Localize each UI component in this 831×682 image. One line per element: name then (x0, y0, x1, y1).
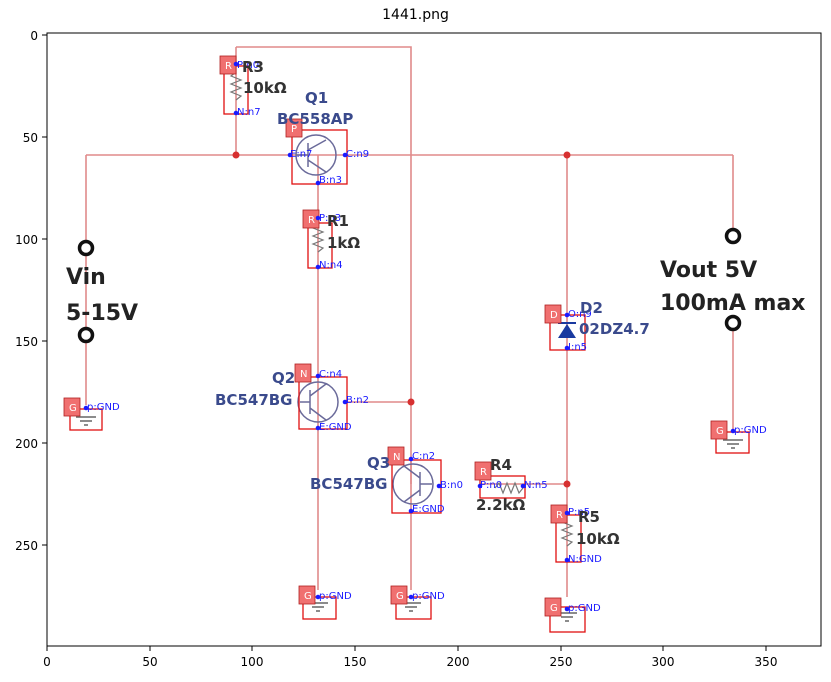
pin-label: p:GND (412, 591, 445, 602)
d2-name: D2 (580, 299, 603, 317)
plot-frame (46, 32, 822, 647)
vin-label: Vin (66, 265, 106, 290)
q2-part: BC547BG (215, 391, 293, 409)
plot-title: 1441.png (382, 7, 449, 23)
d2-part: 02DZ4.7 (579, 320, 650, 338)
pin-label: B:n2 (346, 395, 369, 406)
pin-label: E:GND (319, 422, 352, 433)
x-tick-label: 100 (241, 655, 264, 669)
r1-value: 1kΩ (327, 234, 360, 252)
pin-label: P:n3 (319, 213, 341, 224)
tag-letter: P (291, 124, 297, 135)
component-labels: R3 10kΩ Q1 BC558AP R1 1kΩ Q2 BC547BG Q3 … (66, 58, 806, 548)
vout-label: Vout 5V (660, 258, 757, 283)
q1-name: Q1 (305, 89, 328, 107)
pin-dots (83, 61, 736, 612)
y-axis: 0 50 100 150 200 250 (15, 29, 47, 553)
tag-letter: R (480, 467, 487, 478)
tag-letter: G (304, 591, 312, 602)
tag-letters: R P R N N R D R G G G G G (69, 61, 724, 614)
tag-letter: R (308, 215, 315, 226)
resistors (229, 71, 574, 547)
pin-label: C:n9 (346, 149, 369, 160)
x-tick-label: 250 (550, 655, 573, 669)
y-tick-label: 0 (30, 29, 38, 43)
tag-letter: R (556, 510, 563, 521)
x-tick-label: 200 (447, 655, 470, 669)
r3-value: 10kΩ (243, 79, 287, 97)
tag-letter: N (393, 452, 400, 463)
y-tick-label: 150 (15, 335, 38, 349)
pin-label: B:n0 (440, 480, 463, 491)
pin-label: C:n2 (412, 451, 435, 462)
pin-label: N:n4 (319, 260, 343, 271)
transistors (295, 134, 434, 505)
x-tick-label: 300 (652, 655, 675, 669)
y-tick-label: 250 (15, 539, 38, 553)
tag-letter: D (550, 310, 558, 321)
x-axis: 0 50 100 150 200 250 300 350 (43, 646, 777, 669)
r5-value: 10kΩ (576, 530, 620, 548)
pin-label: P:n0 (237, 60, 259, 71)
pin-label: I:n5 (568, 342, 587, 353)
tag-letter: G (550, 603, 558, 614)
pin-label: p:GND (568, 603, 601, 614)
tag-letter: N (300, 369, 307, 380)
pin-labels: P:n0 N:n7 E:n7 C:n9 B:n3 P:n3 N:n4 C:n4 … (87, 60, 767, 614)
pin-label: p:GND (734, 425, 767, 436)
pin-label: O:n9 (568, 309, 592, 320)
tag-letter: G (396, 591, 404, 602)
x-tick-label: 50 (142, 655, 157, 669)
q2-name: Q2 (272, 369, 295, 387)
tag-letter: G (716, 426, 724, 437)
pin-label: N:GND (568, 554, 602, 565)
x-tick-label: 150 (344, 655, 367, 669)
q1-part: BC558AP (277, 110, 353, 128)
pin-label: p:GND (87, 402, 120, 413)
y-tick-label: 100 (15, 233, 38, 247)
ground-symbols (76, 416, 743, 622)
pin-label: N:n5 (524, 480, 548, 491)
pin-label: B:n3 (319, 175, 342, 186)
terminals (77, 227, 742, 344)
y-tick-label: 200 (15, 437, 38, 451)
r4-name: R4 (490, 456, 512, 474)
pin-label: P:n0 (480, 480, 502, 491)
q3-part: BC547BG (310, 475, 388, 493)
tag-letter: R (225, 61, 232, 72)
r5-name: R5 (578, 508, 600, 526)
tag-letter: G (69, 403, 77, 414)
x-tick-label: 0 (43, 655, 51, 669)
r1-name: R1 (327, 212, 349, 230)
pin-label: p:GND (319, 591, 352, 602)
vout-current: 100mA max (660, 291, 806, 316)
x-tick-label: 350 (755, 655, 778, 669)
pin-label: E:GND (412, 504, 445, 515)
pin-label: E:n7 (290, 149, 312, 160)
pin-label: C:n4 (319, 369, 342, 380)
tag-markers (63, 55, 728, 617)
vin-range: 5-15V (66, 301, 138, 326)
r4-value: 2.2kΩ (476, 496, 526, 514)
pin-label: N:n7 (237, 107, 261, 118)
junctions (232, 151, 571, 488)
q3-name: Q3 (367, 454, 390, 472)
r3-name: R3 (242, 58, 264, 76)
pin-label: P:n5 (568, 507, 590, 518)
y-tick-label: 50 (23, 131, 38, 145)
